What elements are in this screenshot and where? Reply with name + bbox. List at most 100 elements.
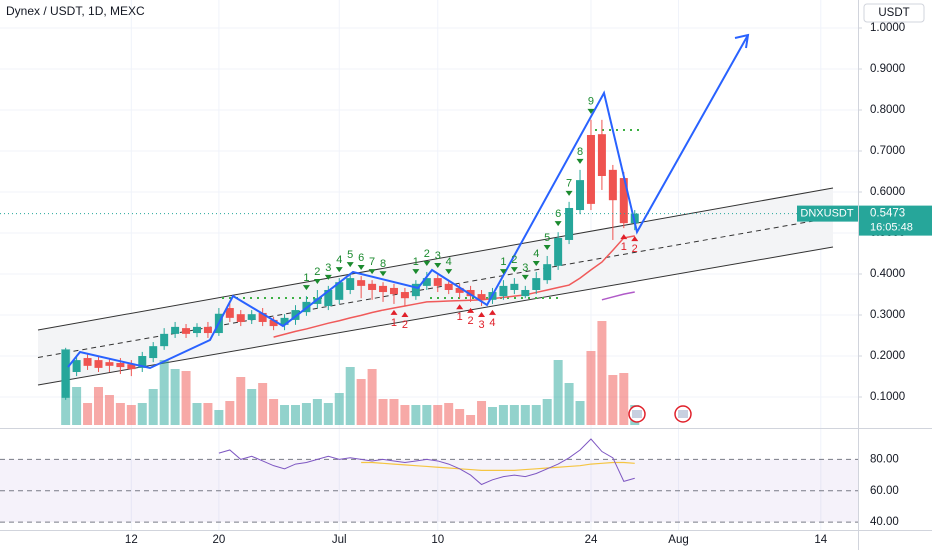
volume-bar bbox=[137, 403, 147, 425]
y-tick-label: 0.8000 bbox=[870, 104, 905, 116]
td-triangle bbox=[456, 304, 464, 310]
candle-body bbox=[192, 326, 201, 334]
td-triangle bbox=[478, 311, 486, 317]
td-triangle bbox=[412, 269, 420, 275]
volume-bar bbox=[115, 403, 125, 425]
volume-bar bbox=[269, 399, 279, 425]
volume-bar bbox=[203, 403, 213, 425]
event-flag bbox=[678, 410, 688, 418]
y-tick-label: 0.9000 bbox=[870, 63, 905, 75]
volume-bar bbox=[487, 407, 497, 425]
candle-body bbox=[466, 289, 475, 297]
y-tick-label: 0.3000 bbox=[870, 309, 905, 321]
td-count: 2 bbox=[468, 315, 474, 327]
volume-bar bbox=[400, 405, 410, 425]
candle-body bbox=[335, 282, 344, 300]
event-flag bbox=[632, 410, 642, 418]
td-count: 3 bbox=[522, 262, 528, 274]
x-tick-label: Aug bbox=[668, 534, 688, 546]
countdown: 16:05:48 bbox=[870, 222, 913, 234]
td-triangle bbox=[587, 108, 595, 114]
td-count: 6 bbox=[358, 252, 364, 264]
td-count: 2 bbox=[402, 319, 408, 331]
candle-body bbox=[532, 278, 541, 290]
volume-bar bbox=[258, 383, 268, 425]
volume-bar bbox=[575, 401, 585, 425]
candle-body bbox=[357, 280, 366, 286]
candle-body bbox=[83, 358, 92, 366]
td-count: 8 bbox=[577, 146, 583, 158]
candle-body bbox=[389, 287, 398, 295]
td-triangle bbox=[532, 260, 540, 266]
x-tick-label: 12 bbox=[125, 534, 138, 546]
td-triangle bbox=[631, 236, 639, 242]
td-triangle bbox=[324, 274, 332, 280]
candle-body bbox=[521, 289, 530, 297]
volume-bar bbox=[225, 401, 235, 425]
candle-body bbox=[576, 180, 585, 211]
candle-body bbox=[171, 326, 180, 334]
rsi-line bbox=[218, 438, 635, 486]
volume-bar bbox=[148, 389, 158, 425]
candle-body bbox=[258, 312, 267, 322]
rsi-pane: 80.00 60.00 40.00 bbox=[0, 438, 899, 528]
x-tick-label: 24 bbox=[585, 534, 598, 546]
td-count: 1 bbox=[391, 317, 397, 329]
price-tag bbox=[859, 205, 932, 236]
x-tick-label: 20 bbox=[212, 534, 225, 546]
td-triangle bbox=[346, 262, 354, 268]
td-count: 7 bbox=[369, 256, 375, 268]
td-count: 3 bbox=[478, 319, 484, 331]
volume-bar bbox=[542, 399, 552, 425]
candle-body bbox=[368, 283, 377, 290]
td-count: 2 bbox=[511, 254, 517, 266]
td-triangle bbox=[434, 263, 442, 268]
y-tick-label: 0.2000 bbox=[870, 350, 905, 362]
candle-body bbox=[422, 278, 431, 286]
candle-body bbox=[236, 314, 245, 322]
td-count: 2 bbox=[314, 266, 320, 278]
events bbox=[628, 405, 692, 423]
volume-bar bbox=[520, 405, 530, 425]
volume-bar bbox=[290, 405, 300, 425]
td-count: 2 bbox=[424, 248, 430, 260]
volume-bar bbox=[170, 369, 180, 425]
td-triangle bbox=[357, 265, 365, 271]
candle-body bbox=[269, 319, 278, 327]
volume-bar bbox=[280, 405, 290, 425]
volume-bar bbox=[312, 399, 322, 425]
last-price: DNXUSDT 0.5473 16:05:48 bbox=[0, 205, 932, 236]
td-triangle bbox=[467, 307, 475, 313]
td-triangle bbox=[499, 269, 507, 275]
volume-bar bbox=[104, 395, 114, 425]
td-triangle bbox=[521, 274, 529, 280]
currency-button[interactable] bbox=[863, 3, 925, 23]
td-count: 5 bbox=[347, 249, 353, 261]
volume-bar bbox=[378, 399, 388, 425]
candles bbox=[61, 119, 639, 400]
candle-body bbox=[510, 283, 519, 290]
volume-bar bbox=[586, 351, 596, 425]
moving-average bbox=[273, 235, 635, 338]
volume-bar bbox=[334, 393, 344, 425]
candle-body bbox=[291, 310, 300, 320]
td-count: 1 bbox=[303, 272, 309, 284]
candle-body bbox=[379, 285, 388, 293]
volume-bar bbox=[93, 387, 103, 425]
volume-bar bbox=[466, 415, 476, 425]
td-count: 8 bbox=[380, 258, 386, 270]
channel-lower bbox=[37, 246, 834, 386]
td-triangle bbox=[379, 271, 387, 277]
candle-body bbox=[182, 328, 191, 334]
td-triangle bbox=[390, 309, 398, 315]
volume-bar bbox=[455, 409, 465, 425]
volume-bar bbox=[236, 377, 246, 425]
td-count: 4 bbox=[533, 248, 539, 260]
td-count: 6 bbox=[555, 208, 561, 220]
volume-bar bbox=[411, 405, 421, 425]
symbol-tag bbox=[797, 205, 858, 222]
candle-body bbox=[433, 278, 442, 286]
td-count: 1 bbox=[413, 256, 419, 268]
candle-body bbox=[116, 362, 125, 368]
